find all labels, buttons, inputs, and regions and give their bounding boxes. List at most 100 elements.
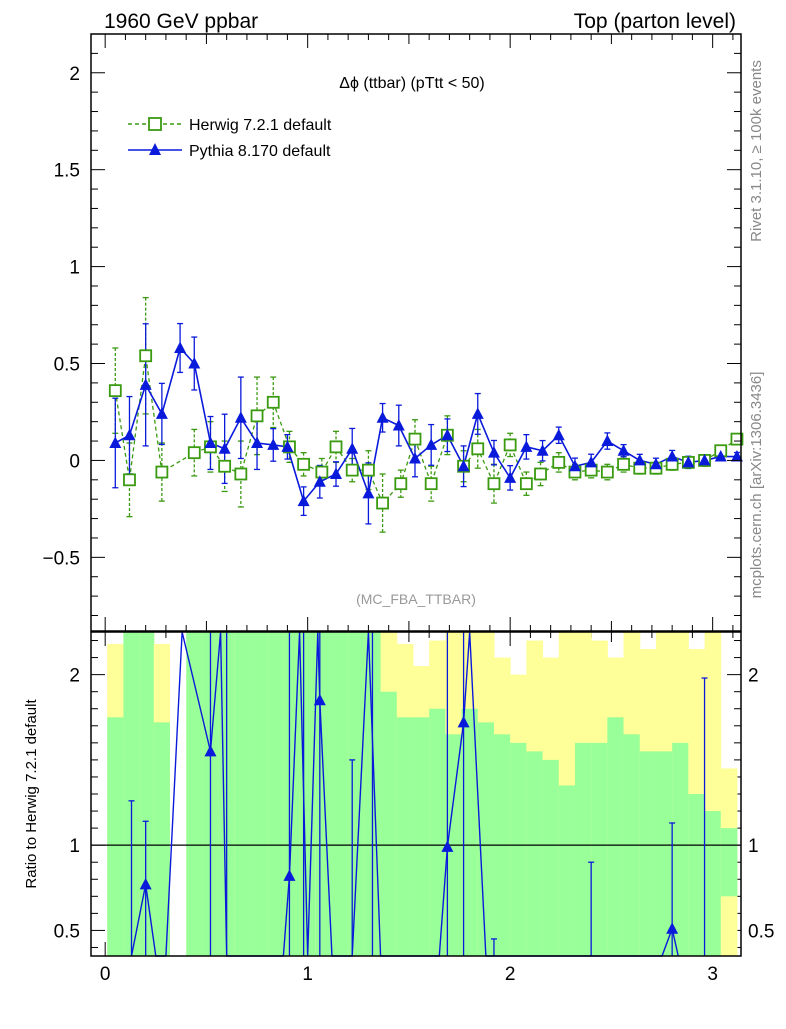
pythia-point <box>536 444 549 456</box>
ratio-y-axis-label: Ratio to Herwig 7.2.1 default <box>23 699 40 889</box>
ratio-band-green <box>688 794 706 956</box>
ratio-band-green <box>558 785 576 956</box>
x-tick-label: 3 <box>707 964 718 985</box>
ratio-ytick-label-left: 1 <box>69 836 80 857</box>
ratio-band-green <box>331 632 349 956</box>
ratio-band-green <box>299 632 317 956</box>
pythia-point <box>346 442 359 454</box>
main-ytick-label: 1.5 <box>54 161 80 182</box>
ratio-band-green <box>123 632 141 956</box>
pythia-point <box>155 407 168 419</box>
ratio-band-green <box>591 742 608 956</box>
main-ytick-label: −0.5 <box>42 548 80 569</box>
herwig-point <box>234 467 248 481</box>
legend-herwig-label: Herwig 7.2.1 default <box>189 117 332 134</box>
ratio-ytick-label-left: 0.5 <box>54 921 80 942</box>
ratio-pythia-point <box>204 744 217 757</box>
pythia-point <box>714 450 727 462</box>
herwig-point <box>408 432 422 446</box>
herwig-point <box>600 465 614 479</box>
ratio-panel <box>91 631 741 957</box>
legend-pythia-label: Pythia 8.170 default <box>189 143 331 160</box>
ratio-y-tick-labels: 0.5 0.5 1 1 2 2 <box>54 666 775 943</box>
header-right-title: Top (parton level) <box>574 10 736 33</box>
pythia-point <box>174 341 187 354</box>
herwig-point <box>250 409 264 423</box>
herwig-point <box>376 496 389 510</box>
pythia-point <box>234 411 247 423</box>
ratio-band-green <box>607 717 625 956</box>
analysis-tag: (MC_FBA_TTBAR) <box>356 591 476 607</box>
pythia-point <box>666 450 679 462</box>
pythia-point <box>281 440 294 452</box>
herwig-point <box>487 477 501 491</box>
ratio-band-green <box>510 742 527 956</box>
ratio-band-green <box>107 717 124 956</box>
legend: Herwig 7.2.1 default Pythia 8.170 defaul… <box>128 117 332 160</box>
herwig-point <box>297 457 311 471</box>
ratio-band-green <box>639 751 657 956</box>
herwig-point <box>345 463 359 477</box>
herwig-point <box>155 465 169 479</box>
pythia-point <box>504 471 517 483</box>
ratio-band-green <box>153 722 171 956</box>
herwig-point <box>617 457 630 471</box>
herwig-point <box>519 477 533 491</box>
ratio-band-green <box>267 632 284 956</box>
main-y-tick-labels: −0.5 0 0.5 1 1.5 2 <box>42 64 80 570</box>
ratio-band-green <box>234 632 252 956</box>
pythia-point <box>313 475 326 487</box>
pythia-point <box>376 411 389 423</box>
pythia-point <box>441 428 454 441</box>
ratio-band-green <box>250 632 268 956</box>
pythia-point <box>362 486 375 499</box>
x-tick-label: 2 <box>505 964 516 985</box>
ratio-band-green <box>186 632 203 956</box>
pythia-point <box>552 428 565 441</box>
main-ytick-label: 2 <box>69 64 80 85</box>
ratio-ytick-label-left: 2 <box>69 666 80 687</box>
x-tick-label: 1 <box>302 964 313 985</box>
ratio-band-green <box>672 742 689 956</box>
ratio-band-green <box>461 708 479 956</box>
herwig-point <box>123 473 136 487</box>
pythia-point <box>601 434 614 447</box>
herwig-point <box>139 349 153 363</box>
herwig-point <box>315 465 329 479</box>
ratio-reference-bands <box>107 632 738 956</box>
herwig-point <box>329 440 343 454</box>
herwig-point <box>218 459 232 473</box>
herwig-point <box>362 463 375 477</box>
pythia-point <box>188 357 201 369</box>
legend-herwig-marker <box>148 117 162 131</box>
pythia-point <box>123 428 136 441</box>
ratio-band-green <box>348 632 365 956</box>
pythia-point <box>568 459 581 472</box>
herwig-point <box>503 438 517 452</box>
x-tick-labels: 0 1 2 3 <box>100 964 718 985</box>
pythia-series-line <box>114 346 737 503</box>
main-ytick-label: 0.5 <box>54 355 80 376</box>
ratio-band-green <box>139 632 155 956</box>
main-ytick-label: 0 <box>69 451 80 472</box>
pythia-point <box>392 419 405 431</box>
pythia-point <box>487 446 500 458</box>
legend-pythia-marker <box>149 143 161 155</box>
x-tick-label: 0 <box>100 964 111 985</box>
pythia-point <box>649 457 662 470</box>
herwig-point <box>552 455 566 469</box>
pythia-point <box>698 453 711 466</box>
main-plot-title: Δϕ (ttbar) (pTtt < 50) <box>339 75 484 92</box>
pythia-point <box>330 467 343 479</box>
rivet-label: Rivet 3.1.10, ≥ 100k events <box>748 60 765 242</box>
pythia-point <box>633 453 646 466</box>
legend-entry-pythia: Pythia 8.170 default <box>128 143 331 160</box>
herwig-point <box>187 446 201 460</box>
ratio-band-green <box>396 717 414 956</box>
ratio-pythia-point <box>139 877 152 890</box>
ratio-band-green <box>574 742 592 956</box>
ratio-pythia-point <box>457 715 470 728</box>
ratio-band-green <box>429 708 446 956</box>
